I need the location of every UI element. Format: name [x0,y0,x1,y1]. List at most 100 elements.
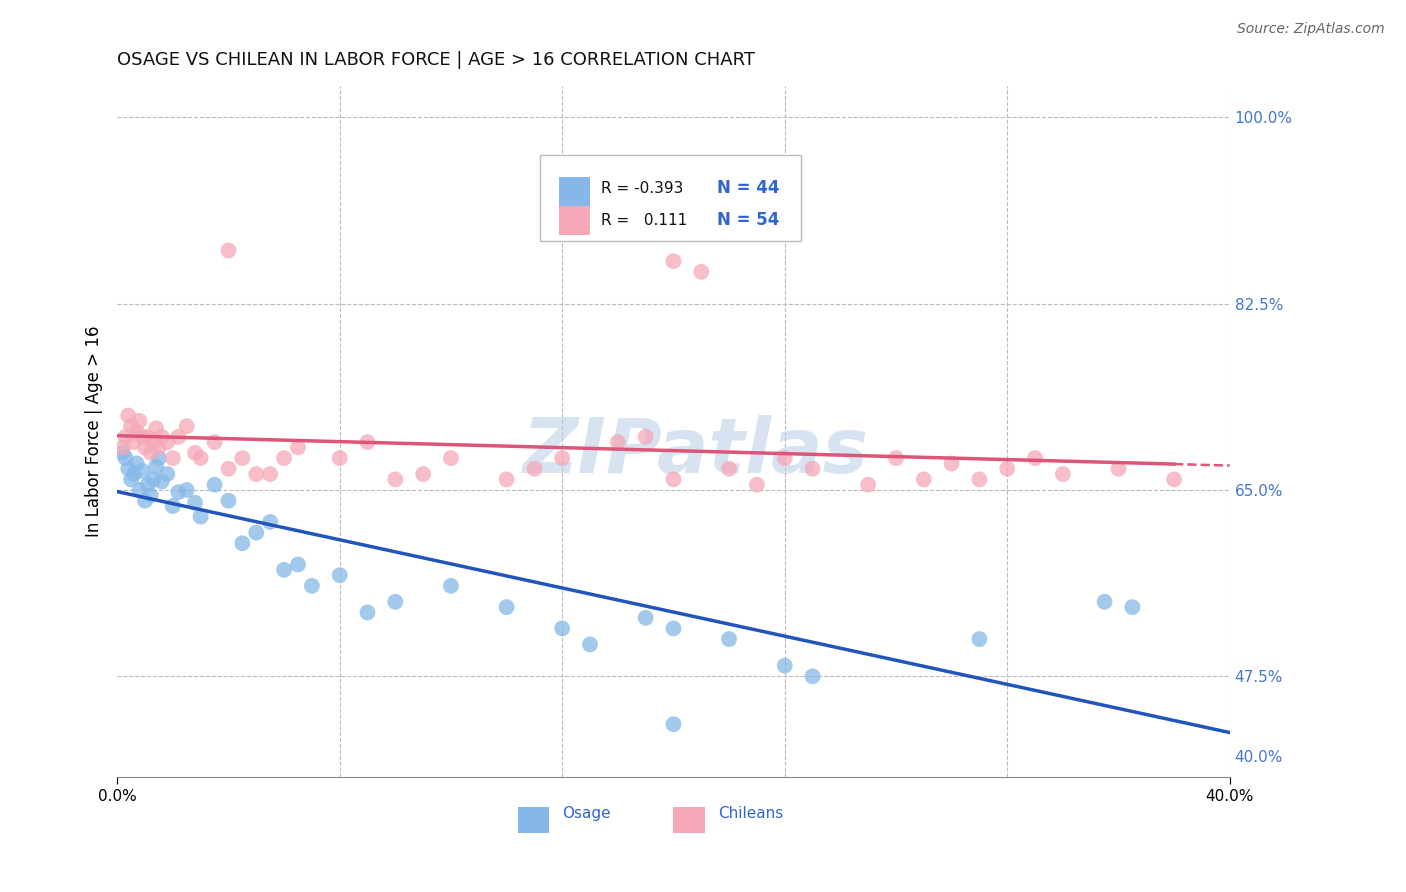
Point [184,446,207,460]
Point [156,467,179,481]
Text: N = 54: N = 54 [717,211,779,229]
Point [1163,472,1185,486]
Text: R =   0.111: R = 0.111 [602,212,688,227]
Point [384,472,406,486]
Point [162,451,184,466]
Point [579,637,602,651]
Point [662,472,685,486]
Point [273,451,295,466]
Point [1094,595,1116,609]
Bar [558,177,591,206]
Point [231,536,253,550]
Point [176,419,198,434]
Point [176,483,198,497]
Point [718,632,741,646]
Point [114,451,136,466]
Point [884,451,907,466]
Point [440,579,463,593]
Point [204,435,226,450]
Point [662,622,685,636]
Point [142,472,165,486]
Point [148,441,170,455]
Point [148,451,170,466]
Point [114,430,136,444]
Text: Osage: Osage [562,806,610,821]
Point [122,467,145,481]
Point [384,595,406,609]
Point [162,499,184,513]
Point [801,461,824,475]
Bar [673,806,704,833]
Point [1052,467,1074,481]
Point [287,558,309,572]
Point [134,441,156,455]
Point [136,430,159,444]
Point [495,600,517,615]
Point [662,717,685,731]
Point [551,622,574,636]
Point [128,414,150,428]
Point [150,475,173,489]
Point [912,472,935,486]
Text: Chileans: Chileans [718,806,783,821]
Point [245,525,267,540]
Point [231,451,253,466]
Bar [558,206,591,235]
Point [634,430,657,444]
Point [745,477,768,491]
Point [217,493,239,508]
Point [662,254,685,268]
Point [125,457,148,471]
Text: ZIPatlas: ZIPatlas [523,416,869,489]
Point [117,409,139,423]
Point [941,457,963,471]
Point [122,435,145,450]
Point [718,461,741,475]
Point [273,563,295,577]
Point [259,515,281,529]
Point [690,265,713,279]
Point [245,467,267,481]
Point [969,632,991,646]
Point [117,461,139,475]
Point [329,568,352,582]
Point [167,485,190,500]
Point [134,493,156,508]
Point [136,477,159,491]
Point [773,451,796,466]
Point [440,451,463,466]
Point [190,451,212,466]
Point [190,509,212,524]
Point [167,430,190,444]
Point [217,461,239,475]
Point [120,419,142,434]
Point [120,472,142,486]
Point [204,477,226,491]
Point [131,430,153,444]
Point [150,430,173,444]
Point [329,451,352,466]
Point [125,425,148,439]
Point [142,435,165,450]
Text: OSAGE VS CHILEAN IN LABOR FORCE | AGE > 16 CORRELATION CHART: OSAGE VS CHILEAN IN LABOR FORCE | AGE > … [117,51,755,69]
Point [139,488,162,502]
Point [606,435,628,450]
Point [856,477,879,491]
Point [145,421,167,435]
Point [1024,451,1046,466]
Point [634,611,657,625]
FancyBboxPatch shape [540,154,801,241]
Point [969,472,991,486]
Point [1107,461,1129,475]
Point [259,467,281,481]
Point [1121,600,1143,615]
Point [301,579,323,593]
Point [801,669,824,683]
Point [184,496,207,510]
Point [995,461,1018,475]
Text: N = 44: N = 44 [717,179,779,197]
Y-axis label: In Labor Force | Age > 16: In Labor Force | Age > 16 [86,326,103,537]
Point [145,459,167,474]
Point [523,461,546,475]
Point [111,441,134,455]
